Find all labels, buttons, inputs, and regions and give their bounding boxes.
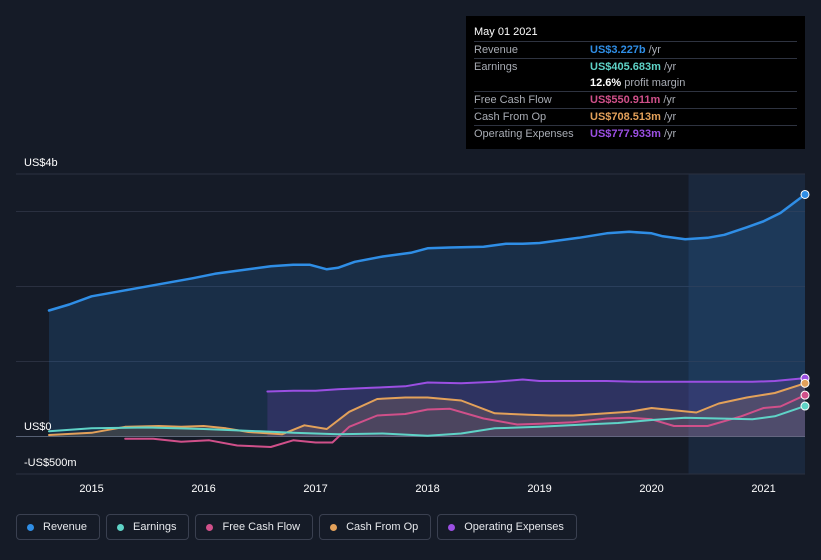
tooltip-row: Earnings US$405.683m/yr bbox=[474, 58, 797, 75]
tooltip-row-name: Revenue bbox=[474, 44, 519, 56]
revenue-end-marker bbox=[800, 189, 810, 199]
data-tooltip: May 01 2021 Revenue US$3.227b/yr Earnings U… bbox=[466, 16, 805, 149]
tooltip-row-suffix: /yr bbox=[663, 94, 676, 106]
legend-label: Revenue bbox=[43, 521, 88, 533]
series-lines bbox=[47, 193, 807, 448]
tooltip-row-name: Operating Expenses bbox=[474, 128, 574, 140]
revenue-line bbox=[47, 193, 807, 312]
x-tick-label: 2019 bbox=[527, 483, 551, 495]
tooltip-row-name: Free Cash Flow bbox=[474, 94, 552, 106]
legend-dot-icon bbox=[448, 523, 456, 531]
x-tick-label: 2018 bbox=[415, 483, 439, 495]
tooltip-rows: Revenue US$3.227b/yr Earnings US$405.683m/y… bbox=[474, 41, 797, 142]
tooltip-row: Operating Expenses US$777.933m/yr bbox=[474, 125, 797, 142]
legend-item-operating-expenses[interactable]: Operating Expenses bbox=[437, 514, 577, 540]
tooltip-row-value: US$708.513m bbox=[590, 111, 661, 123]
earnings-line bbox=[48, 405, 806, 437]
tooltip-row-value: US$550.911m bbox=[590, 94, 661, 106]
x-tick-label: 2020 bbox=[639, 483, 663, 495]
tooltip-row-value: 12.6% bbox=[590, 77, 622, 89]
y-axis-top-label: US$4b bbox=[24, 157, 58, 169]
legend-label: Earnings bbox=[133, 521, 177, 533]
legend-label: Cash From Op bbox=[346, 521, 419, 533]
tooltip-row-suffix: /yr bbox=[648, 44, 661, 56]
legend-item-cash-from-op[interactable]: Cash From Op bbox=[319, 514, 432, 540]
legend-label: Operating Expenses bbox=[464, 521, 564, 533]
x-tick-label: 2021 bbox=[751, 483, 775, 495]
tooltip-row-name: Earnings bbox=[474, 61, 518, 73]
operating-expenses-area bbox=[267, 378, 805, 437]
legend-item-revenue[interactable]: Revenue bbox=[16, 514, 101, 540]
cash-from-op-end-marker bbox=[800, 378, 810, 388]
legend-item-free-cash-flow[interactable]: Free Cash Flow bbox=[195, 514, 314, 540]
tooltip-row-name: Cash From Op bbox=[474, 111, 547, 123]
tooltip-row: Revenue US$3.227b/yr bbox=[474, 41, 797, 58]
tooltip-row-value: US$777.933m bbox=[590, 128, 661, 140]
free-cash-flow-line bbox=[124, 394, 806, 448]
legend-label: Free Cash Flow bbox=[222, 521, 301, 533]
forecast-highlight-band bbox=[688, 174, 805, 474]
revenue-area bbox=[49, 194, 805, 437]
legend-dot-icon bbox=[117, 523, 125, 531]
tooltip-date: May 01 2021 bbox=[474, 26, 538, 38]
tooltip-row-name bbox=[474, 75, 590, 91]
tooltip-row-suffix: /yr bbox=[663, 61, 677, 73]
legend-dot-icon bbox=[330, 523, 338, 531]
x-tick-label: 2016 bbox=[191, 483, 215, 495]
free-cash-flow-end-marker bbox=[800, 390, 810, 400]
tooltip-row: 12.6% profit margin bbox=[474, 75, 797, 91]
chart-legend: Revenue Earnings Free Cash Flow Cash From O… bbox=[16, 514, 577, 542]
series-end-markers bbox=[800, 189, 810, 411]
tooltip-row-suffix: /yr bbox=[663, 111, 677, 123]
legend-dot-icon bbox=[206, 523, 214, 531]
x-axis-tick-labels: 2015 2016 2017 2018 2019 2020 2021 bbox=[79, 483, 775, 495]
tooltip-row-suffix: /yr bbox=[663, 128, 677, 140]
tooltip-row: Free Cash Flow US$550.911m/yr bbox=[474, 91, 797, 108]
legend-dot-icon bbox=[27, 523, 34, 531]
x-tick-label: 2017 bbox=[303, 483, 327, 495]
tooltip-row-suffix: profit margin bbox=[624, 77, 686, 89]
y-axis-bottom-label: -US$500m bbox=[24, 457, 77, 469]
chart-area: US$4b US$0 -US$500m 2015 2016 2017 2018 2019… bbox=[16, 157, 810, 495]
tooltip-row-value: US$405.683m bbox=[590, 61, 661, 73]
earnings-end-marker bbox=[800, 401, 810, 411]
cash-from-op-line bbox=[48, 382, 806, 436]
y-axis-zero-label: US$0 bbox=[24, 421, 52, 433]
operating-expenses-line bbox=[266, 377, 806, 393]
tooltip-row-value: US$3.227b bbox=[590, 44, 646, 56]
x-tick-label: 2015 bbox=[79, 483, 103, 495]
tooltip-row: Cash From Op US$708.513m/yr bbox=[474, 108, 797, 125]
legend-item-earnings[interactable]: Earnings bbox=[106, 514, 190, 540]
